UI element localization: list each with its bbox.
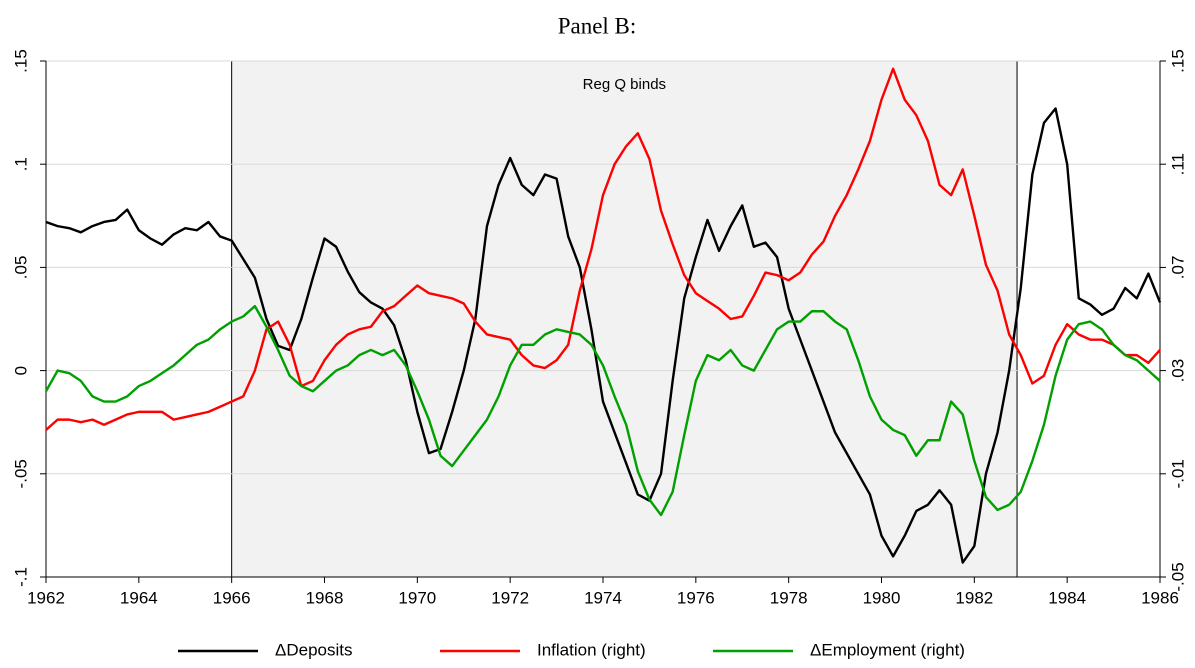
y-tick-label: -.05	[11, 459, 30, 488]
y2-tick-label: -.05	[1168, 562, 1187, 591]
x-tick-label: 1972	[491, 588, 529, 607]
x-tick-label: 1966	[213, 588, 251, 607]
x-tick-label: 1982	[955, 588, 993, 607]
chart-title: Panel B:	[558, 13, 637, 38]
series-line	[44, 304, 1161, 517]
y-tick-label: .15	[11, 49, 30, 73]
x-tick-label: 1974	[584, 588, 622, 607]
y2-tick-label: -.01	[1168, 459, 1187, 488]
series-line	[45, 107, 1162, 564]
annotation: Reg Q binds	[583, 76, 666, 93]
series-line	[45, 67, 1161, 431]
x-tick-label: 1986	[1141, 588, 1179, 607]
x-tick-label: 1964	[120, 588, 158, 607]
shade-region	[231, 61, 1018, 577]
y-tick-label: .1	[11, 157, 30, 171]
x-tick-label: 1968	[306, 588, 344, 607]
x-tick-label: 1976	[677, 588, 715, 607]
x-tick-label: 1970	[398, 588, 436, 607]
legend-label: Inflation (right)	[537, 640, 646, 659]
x-tick-label: 1978	[770, 588, 808, 607]
legend-label: ΔEmployment (right)	[810, 640, 965, 659]
x-tick-label: 1984	[1048, 588, 1086, 607]
y-tick-label: .05	[11, 256, 30, 280]
legend-label: ΔDeposits	[275, 640, 353, 659]
y2-tick-label: .03	[1168, 359, 1187, 383]
y-tick-label: 0	[11, 366, 30, 375]
y2-tick-label: .07	[1168, 256, 1187, 280]
x-tick-label: 1962	[27, 588, 65, 607]
x-tick-label: 1980	[863, 588, 901, 607]
y2-tick-label: .11	[1168, 153, 1187, 175]
y-tick-label: -.1	[11, 567, 30, 587]
y2-tick-label: .15	[1168, 49, 1187, 73]
